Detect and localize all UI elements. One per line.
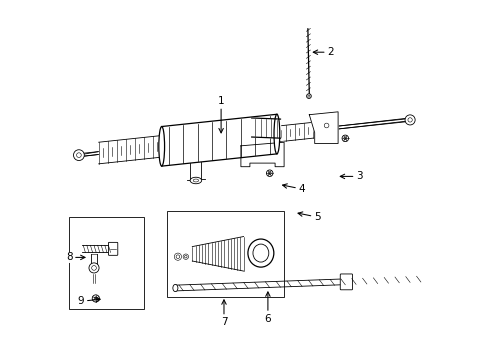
Ellipse shape	[89, 263, 99, 273]
Ellipse shape	[342, 135, 348, 141]
Ellipse shape	[404, 115, 414, 125]
Ellipse shape	[266, 170, 272, 176]
Text: 4: 4	[282, 184, 305, 194]
Text: 8: 8	[66, 252, 85, 262]
Ellipse shape	[77, 153, 81, 157]
Bar	[167, 211, 284, 297]
Ellipse shape	[343, 137, 346, 140]
Ellipse shape	[73, 150, 84, 161]
Ellipse shape	[307, 95, 309, 97]
Ellipse shape	[172, 284, 178, 292]
Text: 9: 9	[78, 296, 100, 306]
Ellipse shape	[94, 297, 97, 300]
Text: 2: 2	[313, 47, 333, 57]
Polygon shape	[241, 142, 284, 167]
Text: 5: 5	[297, 212, 320, 222]
Ellipse shape	[92, 295, 99, 302]
Text: 1: 1	[217, 96, 224, 133]
Polygon shape	[192, 237, 243, 271]
Text: 6: 6	[264, 292, 271, 324]
Polygon shape	[99, 135, 162, 164]
Polygon shape	[176, 279, 341, 291]
Polygon shape	[276, 120, 330, 142]
Ellipse shape	[184, 256, 187, 258]
Text: 7: 7	[220, 300, 227, 327]
FancyBboxPatch shape	[340, 274, 352, 290]
Ellipse shape	[190, 177, 201, 184]
Ellipse shape	[268, 172, 270, 175]
Ellipse shape	[324, 123, 328, 128]
Ellipse shape	[91, 266, 96, 270]
Polygon shape	[162, 114, 276, 166]
Ellipse shape	[183, 254, 188, 259]
Ellipse shape	[252, 244, 268, 262]
Text: 3: 3	[340, 171, 362, 181]
Polygon shape	[251, 118, 280, 138]
Polygon shape	[309, 112, 337, 144]
Ellipse shape	[306, 94, 311, 98]
Ellipse shape	[176, 255, 179, 258]
Ellipse shape	[247, 239, 273, 267]
FancyBboxPatch shape	[108, 242, 118, 255]
Ellipse shape	[273, 114, 279, 154]
Ellipse shape	[159, 126, 164, 166]
Ellipse shape	[407, 118, 411, 122]
Ellipse shape	[174, 253, 181, 260]
Bar	[69, 217, 144, 309]
Ellipse shape	[193, 179, 198, 182]
